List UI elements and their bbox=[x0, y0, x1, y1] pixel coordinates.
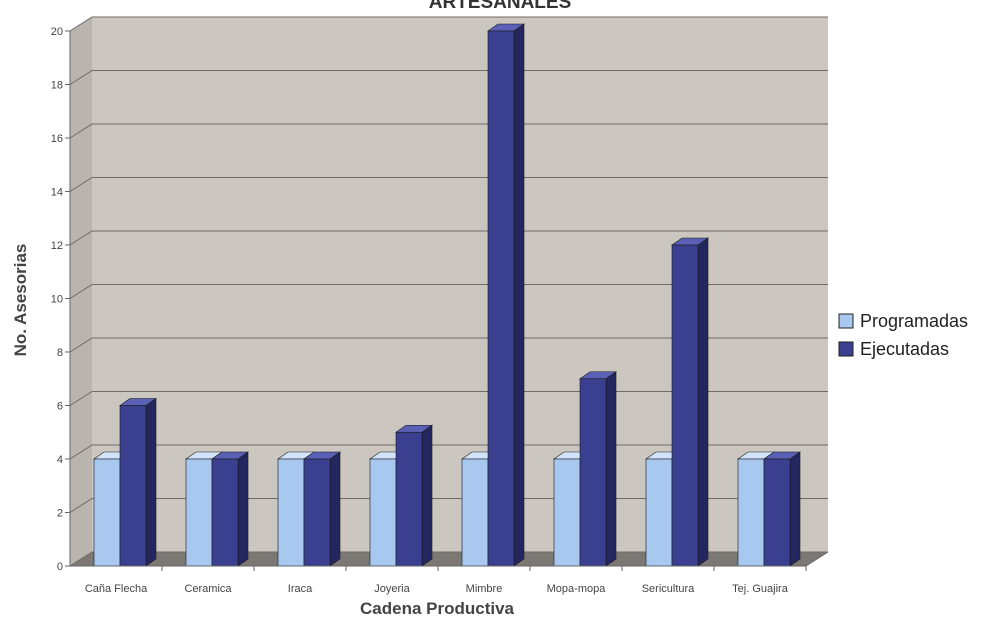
bar-front bbox=[671, 244, 699, 567]
bar-ejecutadas-1 bbox=[119, 397, 157, 567]
y-tick-label: 2 bbox=[57, 508, 63, 520]
bar-ejecutadas-7 bbox=[671, 237, 709, 567]
y-tick-label: 16 bbox=[51, 133, 63, 145]
y-tick-label: 12 bbox=[51, 240, 63, 252]
bar-ejecutadas-5 bbox=[487, 23, 525, 567]
plot-area bbox=[70, 17, 828, 566]
bar-ejecutadas-8 bbox=[763, 451, 801, 567]
legend: Programadas Ejecutadas bbox=[828, 302, 990, 370]
y-tick-label: 14 bbox=[51, 187, 63, 199]
gridline bbox=[69, 284, 828, 299]
y-tick-label: 0 bbox=[57, 561, 63, 573]
x-tick-label: Iraca bbox=[288, 583, 313, 595]
bars bbox=[93, 23, 801, 567]
x-tick-label: Ceramica bbox=[184, 583, 232, 595]
chart-title: ARTESANALES bbox=[429, 0, 572, 13]
y-axis-label: No. Asesorias bbox=[11, 244, 30, 357]
gridline bbox=[69, 230, 828, 246]
x-tick-label: Mopa-mopa bbox=[547, 583, 607, 595]
gridline bbox=[69, 70, 828, 85]
bar-front bbox=[579, 378, 607, 567]
bar-side bbox=[329, 451, 341, 567]
bar-front bbox=[487, 30, 515, 567]
bar-front bbox=[303, 458, 331, 567]
x-axis-label: Cadena Productiva bbox=[360, 599, 515, 618]
x-tick-label: Tej. Guajira bbox=[732, 583, 789, 595]
x-tick-label: Joyeria bbox=[374, 583, 410, 595]
bar-front bbox=[211, 458, 239, 567]
y-tick-label: 8 bbox=[57, 347, 63, 359]
y-tick-label: 20 bbox=[51, 26, 63, 38]
axes: 0 2 4 6 8 10 12 14 16 18 20 Caña Flecha Ceramica Irac… bbox=[51, 26, 829, 595]
bar-ejecutadas-4 bbox=[395, 424, 433, 567]
bar-ejecutadas-6 bbox=[579, 371, 617, 567]
y-tick-label: 6 bbox=[57, 401, 63, 413]
bar-side bbox=[697, 237, 709, 567]
x-tick-label: Mimbre bbox=[466, 583, 503, 595]
bar-front bbox=[185, 458, 213, 567]
x-tick-label: Sericultura bbox=[642, 583, 695, 595]
bar-front bbox=[369, 458, 397, 567]
bar-side bbox=[605, 371, 617, 567]
bar-front bbox=[93, 458, 121, 567]
bar-side bbox=[513, 23, 525, 567]
bar-front bbox=[645, 458, 673, 567]
x-axis-depth bbox=[805, 551, 829, 567]
gridline bbox=[69, 177, 828, 192]
legend-swatch-programadas bbox=[838, 313, 854, 329]
y-tick-label: 4 bbox=[57, 454, 63, 466]
bar-ejecutadas-2 bbox=[211, 451, 249, 567]
bar-front bbox=[395, 431, 423, 567]
y-tick-label: 18 bbox=[51, 80, 63, 92]
gridline bbox=[69, 16, 828, 32]
bar-side bbox=[237, 451, 249, 567]
bar-side bbox=[145, 397, 157, 567]
gridline bbox=[69, 123, 828, 139]
bar-front bbox=[553, 458, 581, 567]
y-tick-label: 10 bbox=[51, 294, 63, 306]
bar-front bbox=[737, 458, 765, 567]
bar-side bbox=[421, 424, 433, 567]
floor bbox=[70, 552, 828, 566]
bar-ejecutadas-3 bbox=[303, 451, 341, 567]
x-tick-label: Caña Flecha bbox=[85, 583, 148, 595]
bar-front bbox=[461, 458, 489, 567]
bar-front bbox=[763, 458, 791, 567]
gridline bbox=[69, 337, 828, 353]
bar-front bbox=[277, 458, 305, 567]
legend-label-ejecutadas: Ejecutadas bbox=[860, 339, 949, 359]
legend-label-programadas: Programadas bbox=[860, 311, 968, 331]
bar-front bbox=[119, 405, 147, 567]
bar-side bbox=[789, 451, 801, 567]
legend-swatch-ejecutadas bbox=[838, 341, 854, 357]
